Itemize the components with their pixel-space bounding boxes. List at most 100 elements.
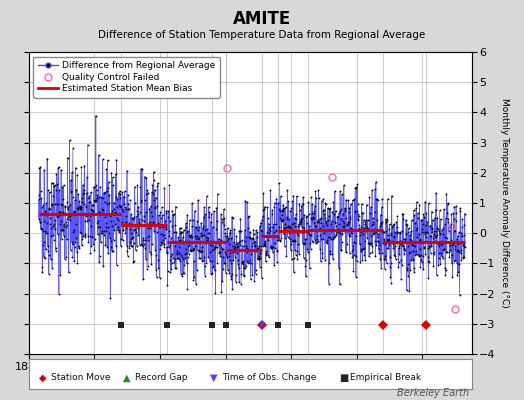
Point (207, 271, 215, 277)
Point (417, 257, 425, 264)
Point (204, 254, 212, 260)
Point (114, 224, 123, 230)
Point (318, 254, 326, 261)
Point (416, 264, 424, 271)
Point (412, 199, 421, 205)
Point (281, 227, 290, 234)
Point (286, 208, 294, 214)
Point (355, 222, 363, 228)
Point (438, 238, 446, 244)
Point (287, 241, 296, 247)
Point (453, 260, 461, 266)
Point (389, 241, 397, 247)
Point (342, 248, 350, 255)
Point (259, 190, 268, 196)
Point (158, 212, 167, 218)
Point (247, 260, 255, 267)
Point (263, 247, 271, 254)
Point (313, 219, 322, 226)
Point (124, 206, 133, 212)
Point (151, 194, 160, 201)
Point (370, 226, 378, 232)
Point (396, 240, 405, 247)
Point (126, 243, 135, 249)
Point (309, 220, 318, 226)
Point (431, 215, 439, 222)
Point (316, 258, 325, 265)
Point (208, 270, 216, 276)
Point (203, 237, 211, 244)
Point (380, 256, 388, 263)
Point (271, 227, 280, 233)
Point (111, 221, 119, 228)
Point (92, 187, 101, 193)
Point (176, 230, 184, 236)
Point (316, 220, 325, 226)
Point (458, 216, 466, 222)
Point (150, 228, 158, 234)
Point (370, 186, 379, 192)
Point (422, 210, 431, 216)
Point (457, 257, 466, 264)
Text: ◆: ◆ (39, 373, 47, 383)
Point (246, 235, 254, 241)
Point (194, 234, 203, 241)
Point (428, 208, 436, 215)
Point (166, 218, 174, 224)
Point (178, 270, 187, 276)
Point (179, 256, 188, 262)
Point (188, 247, 196, 253)
Point (205, 214, 213, 220)
Point (409, 207, 418, 214)
Point (294, 221, 303, 227)
Point (160, 232, 168, 238)
Point (264, 234, 272, 240)
Point (219, 246, 227, 252)
Point (403, 222, 411, 228)
Point (211, 240, 220, 246)
Point (442, 215, 450, 221)
Point (163, 244, 171, 251)
Point (203, 226, 212, 232)
Point (130, 214, 138, 220)
Point (228, 243, 237, 249)
Point (300, 240, 309, 247)
Point (57, 200, 65, 207)
Point (84, 199, 93, 205)
Point (77, 230, 85, 236)
Point (377, 220, 386, 226)
Point (377, 204, 386, 210)
Point (258, 216, 266, 223)
Point (279, 231, 288, 237)
Point (276, 238, 284, 244)
Point (100, 228, 108, 235)
Point (329, 256, 337, 262)
Point (188, 234, 196, 240)
Point (117, 222, 126, 228)
Point (177, 252, 185, 258)
Point (312, 194, 320, 201)
Point (113, 204, 122, 210)
Point (420, 214, 429, 220)
Point (50, 201, 59, 208)
Point (346, 232, 355, 239)
Point (435, 207, 444, 214)
Point (53, 200, 62, 207)
Point (402, 221, 410, 228)
Point (448, 274, 456, 280)
Point (433, 214, 442, 221)
Point (57, 227, 66, 233)
Point (227, 270, 236, 277)
Point (217, 289, 225, 295)
Point (301, 236, 309, 242)
Point (187, 232, 195, 238)
Point (403, 243, 412, 250)
Point (265, 254, 273, 260)
Point (387, 230, 395, 236)
Point (151, 186, 159, 193)
Point (334, 213, 342, 220)
Point (148, 213, 156, 220)
Point (193, 233, 202, 239)
Point (217, 219, 226, 225)
Point (102, 166, 111, 172)
